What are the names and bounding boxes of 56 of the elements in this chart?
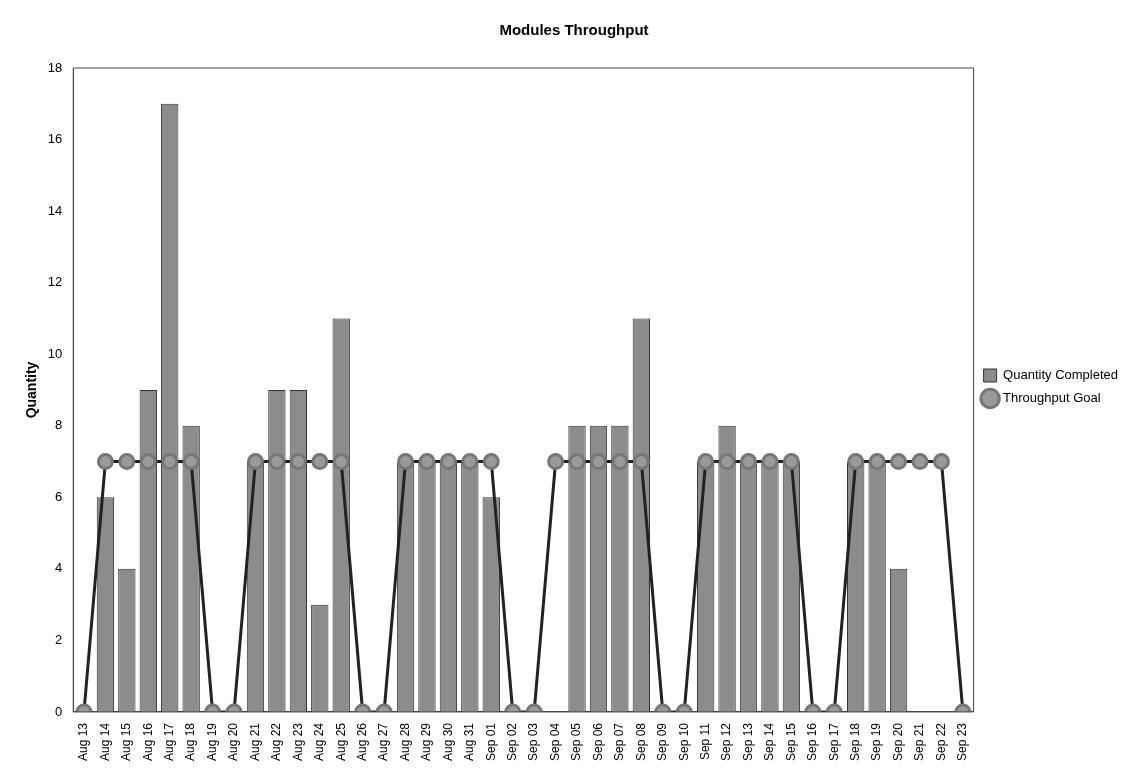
y-tick-label: 18: [47, 59, 63, 75]
y-axis-title: Quantity: [23, 361, 40, 419]
x-tick-label: Aug 21: [247, 722, 262, 762]
x-tick-label: Sep 18: [848, 722, 863, 762]
y-tick-label: 0: [55, 703, 63, 719]
x-tick-label: Sep 01: [483, 722, 498, 762]
y-tick-label: 16: [47, 131, 63, 147]
x-tick-label: Sep 20: [890, 722, 905, 762]
x-tick-label: Aug 31: [462, 722, 477, 762]
x-tick-label: Sep 17: [826, 722, 841, 762]
y-tick-label: 10: [47, 345, 63, 361]
x-tick-label: Sep 02: [505, 722, 520, 762]
x-tick-label: Sep 03: [526, 722, 541, 762]
x-tick-label: Aug 27: [376, 722, 391, 762]
x-tick-label: Aug 14: [97, 722, 112, 762]
x-tick-label: Sep 22: [933, 722, 948, 762]
legend-label: Quantity Completed: [1003, 367, 1119, 383]
x-tick-label: Aug 30: [440, 722, 455, 762]
x-tick-label: Aug 24: [312, 722, 327, 762]
x-tick-label: Sep 05: [569, 722, 584, 762]
x-tick-label: Aug 13: [76, 722, 91, 762]
x-tick-label: Sep 21: [912, 722, 927, 762]
x-tick-label: Sep 19: [869, 722, 884, 762]
x-tick-label: Aug 29: [419, 722, 434, 762]
x-tick-label: Aug 22: [269, 722, 284, 762]
x-tick-label: Aug 28: [397, 722, 412, 762]
x-tick-label: Aug 23: [290, 722, 305, 762]
x-tick-label: Sep 13: [740, 722, 755, 762]
y-tick-label: 14: [47, 202, 63, 218]
legend-label: Throughput Goal: [1003, 390, 1101, 406]
x-tick-label: Aug 25: [333, 722, 348, 762]
y-tick-label: 2: [55, 631, 63, 647]
x-tick-label: Sep 14: [762, 722, 777, 762]
x-tick-label: Aug 18: [183, 722, 198, 762]
x-tick-label: Aug 19: [204, 722, 219, 762]
y-tick-label: 12: [47, 274, 63, 290]
x-tick-label: Aug 20: [226, 722, 241, 762]
x-tick-label: Aug 17: [162, 722, 177, 762]
x-tick-label: Sep 06: [590, 722, 605, 762]
x-tick-label: Sep 15: [783, 722, 798, 762]
x-tick-label: Sep 10: [676, 722, 691, 762]
y-tick-label: 8: [55, 417, 63, 433]
x-tick-label: Sep 04: [547, 722, 562, 762]
x-tick-label: Aug 26: [354, 722, 369, 762]
x-tick-label: Sep 12: [719, 722, 734, 762]
x-tick-label: Sep 07: [612, 722, 627, 762]
x-tick-label: Aug 16: [140, 722, 155, 762]
y-tick-label: 6: [55, 488, 63, 504]
x-tick-label: Sep 09: [655, 722, 670, 762]
x-tick-label: Sep 11: [697, 722, 712, 761]
chart-title: Modules Throughput: [499, 21, 649, 39]
x-tick-label: Sep 08: [633, 722, 648, 762]
x-tick-label: Sep 16: [805, 722, 820, 762]
x-tick-label: Sep 23: [955, 722, 970, 762]
x-tick-label: Aug 15: [119, 722, 134, 762]
y-tick-label: 4: [55, 560, 63, 576]
